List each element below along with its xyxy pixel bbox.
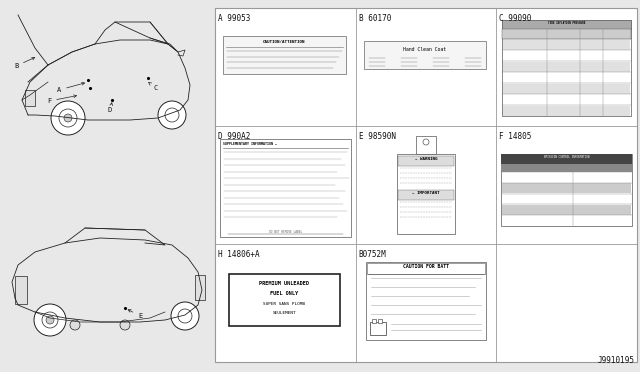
Text: TIRE INFLATION PRESSURE: TIRE INFLATION PRESSURE: [548, 21, 586, 25]
Bar: [364, 41, 486, 69]
Bar: [195, 275, 205, 300]
Circle shape: [165, 108, 179, 122]
Circle shape: [178, 309, 192, 323]
Text: ⚠ WARNING: ⚠ WARNING: [415, 157, 437, 161]
Text: E 98590N: E 98590N: [358, 132, 396, 141]
Circle shape: [171, 302, 199, 330]
Bar: [367, 263, 485, 274]
Bar: [503, 83, 630, 93]
Text: J9910195: J9910195: [598, 356, 635, 365]
Bar: [502, 29, 631, 39]
Text: SUPER SANS PLOMB: SUPER SANS PLOMB: [263, 302, 305, 306]
Bar: [229, 274, 340, 326]
Bar: [365, 262, 486, 340]
Text: B: B: [14, 57, 35, 69]
Bar: [372, 319, 376, 323]
Text: EMISSION CONTROL INFORMATION: EMISSION CONTROL INFORMATION: [544, 155, 589, 160]
Bar: [501, 154, 632, 226]
Bar: [215, 8, 637, 362]
Text: D: D: [108, 103, 113, 113]
Bar: [25, 90, 35, 106]
Text: C 99090: C 99090: [499, 14, 532, 23]
Text: Hand Clean Coat: Hand Clean Coat: [403, 47, 447, 52]
Bar: [502, 183, 631, 193]
Bar: [501, 164, 632, 172]
Circle shape: [423, 139, 429, 145]
Text: D 990A2: D 990A2: [218, 132, 250, 141]
Circle shape: [51, 101, 85, 135]
Bar: [398, 156, 454, 166]
Text: SUPPLEMENTARY INFORMATION —: SUPPLEMENTARY INFORMATION —: [223, 142, 277, 146]
Text: SEULEMENT: SEULEMENT: [273, 311, 296, 315]
Text: A 99053: A 99053: [218, 14, 250, 23]
Circle shape: [158, 101, 186, 129]
Circle shape: [46, 316, 54, 324]
Text: CAUTION/ATTENTION: CAUTION/ATTENTION: [263, 40, 305, 44]
Bar: [378, 319, 381, 323]
Text: PREMIUM UNLEADED: PREMIUM UNLEADED: [259, 281, 309, 286]
Text: F 14805: F 14805: [499, 132, 532, 141]
Text: B 60170: B 60170: [358, 14, 391, 23]
Bar: [370, 322, 386, 335]
Text: CAUTION FOR BATT: CAUTION FOR BATT: [403, 264, 449, 269]
Text: E: E: [128, 310, 142, 319]
Text: ⚠ IMPORTANT: ⚠ IMPORTANT: [412, 191, 440, 195]
Circle shape: [59, 109, 77, 127]
Circle shape: [64, 114, 72, 122]
Text: C: C: [148, 83, 158, 91]
Bar: [220, 139, 351, 237]
Bar: [502, 205, 631, 215]
Bar: [503, 39, 630, 49]
Bar: [397, 154, 455, 234]
Bar: [502, 20, 631, 116]
Bar: [503, 61, 630, 71]
Bar: [502, 20, 631, 29]
Circle shape: [120, 320, 130, 330]
Circle shape: [42, 312, 58, 328]
Circle shape: [34, 304, 66, 336]
Text: H 14806+A: H 14806+A: [218, 250, 260, 259]
Circle shape: [70, 320, 80, 330]
Text: FUEL ONLY: FUEL ONLY: [270, 291, 298, 296]
Bar: [15, 276, 27, 304]
Text: F: F: [47, 95, 77, 104]
Bar: [223, 36, 346, 74]
Text: DO NOT REMOVE LABEL: DO NOT REMOVE LABEL: [269, 230, 302, 234]
Text: A: A: [57, 82, 84, 93]
Bar: [416, 136, 436, 154]
Bar: [501, 154, 632, 164]
Text: B0752M: B0752M: [358, 250, 387, 259]
Bar: [503, 106, 630, 115]
Bar: [398, 190, 454, 200]
